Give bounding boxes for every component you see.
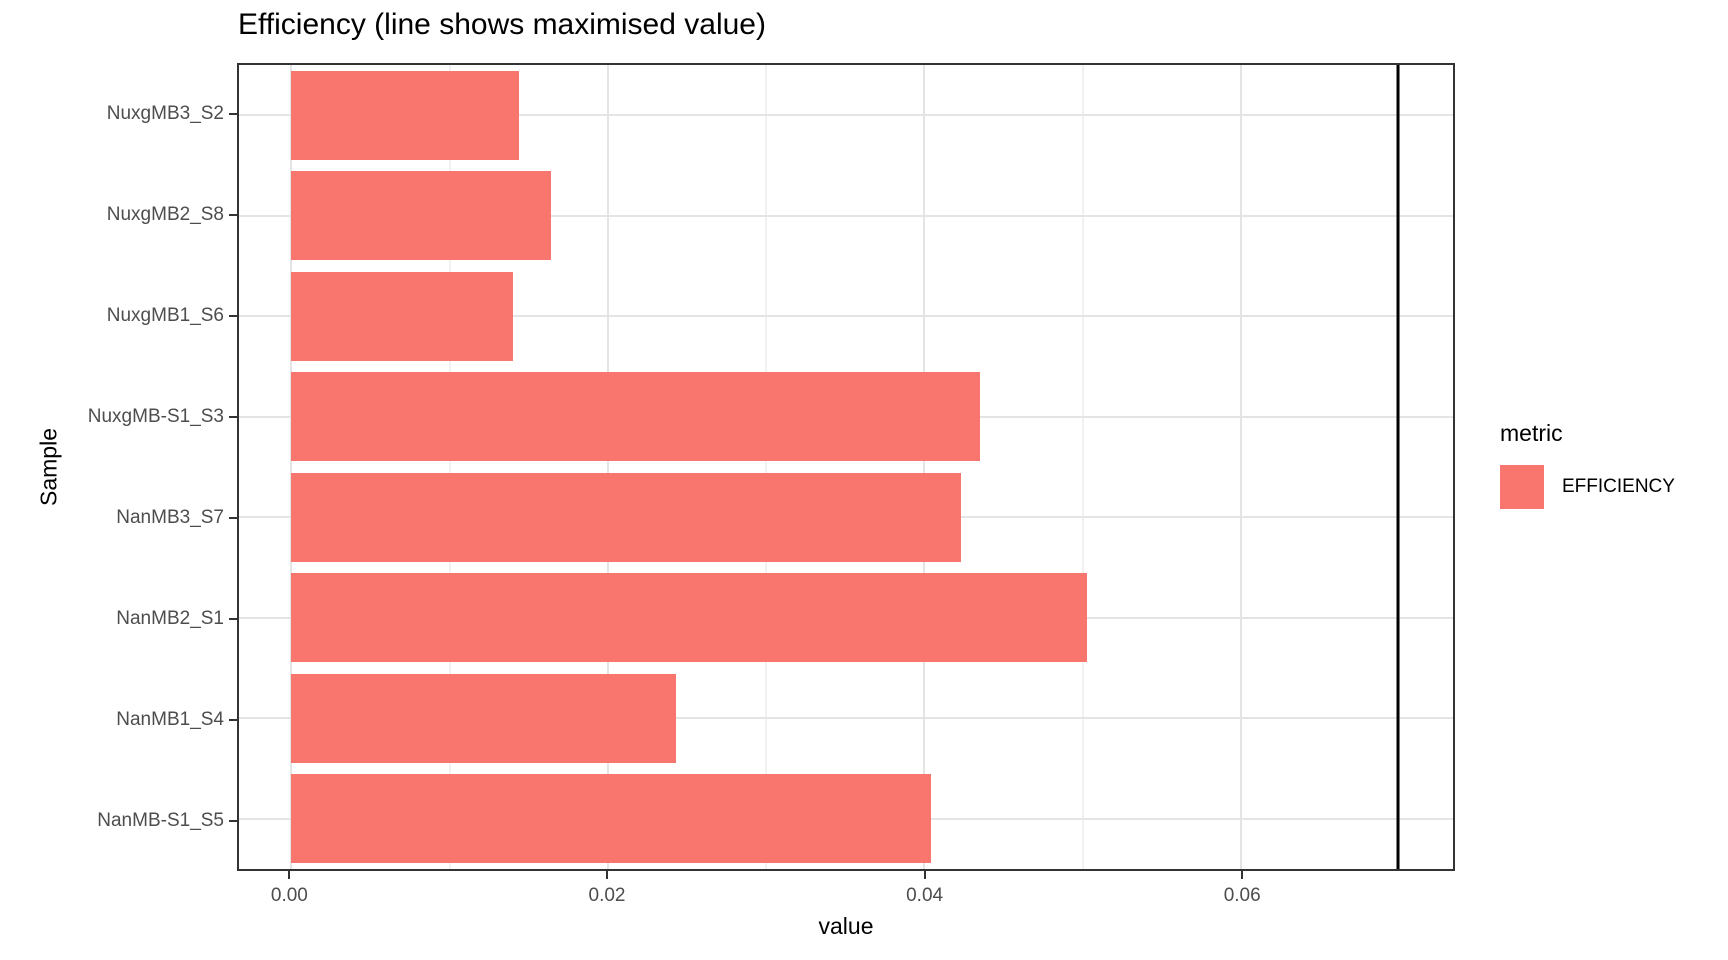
y-tick-mark [229,213,237,216]
legend-item-label: EFFICIENCY [1562,476,1675,497]
gridline-minor-x [1081,65,1084,869]
gridline-major-x [1239,65,1242,869]
max-value-line [1396,65,1400,869]
gridline-major-y [239,114,1453,117]
y-tick-mark [229,819,237,822]
x-tick-label: 0.06 [1223,885,1261,906]
plot-panel [237,63,1455,871]
gridline-major-x [923,65,926,869]
bar-NanMB2_S1 [291,573,1088,662]
chart-title: Efficiency (line shows maximised value) [238,8,766,41]
y-tick-mark [229,314,237,317]
gridline-major-y [239,214,1453,217]
gridline-major-x [606,65,609,869]
y-tick-mark [229,718,237,721]
y-tick-mark [229,617,237,620]
x-tick-label: 0.02 [588,885,626,906]
y-tick-mark [229,112,237,115]
y-tick-label-NanMB1_S4: NanMB1_S4 [116,708,224,730]
y-tick-mark [229,516,237,519]
y-tick-label-NuxgMB1_S6: NuxgMB1_S6 [106,304,224,326]
gridline-major-y [239,315,1453,318]
bar-NanMB-S1_S5 [291,774,931,863]
bar-NanMB1_S4 [291,673,676,763]
gridline-major-y [239,717,1453,720]
x-tick-mark [1241,871,1244,879]
y-tick-label-NanMB-S1_S5: NanMB-S1_S5 [97,809,224,831]
x-axis-title: value [818,913,874,939]
x-tick-label: 0.00 [270,885,308,906]
x-tick-mark [288,871,291,879]
x-tick-label: 0.04 [906,885,944,906]
y-tick-label-NuxgMB2_S8: NuxgMB2_S8 [106,203,224,225]
gridline-minor-x [448,65,451,869]
bar-NuxgMB-S1_S3 [291,372,980,461]
legend-item-efficiency: EFFICIENCY [1500,465,1728,509]
bar-NuxgMB1_S6 [291,271,513,361]
legend: metric EFFICIENCY [1500,420,1728,509]
x-tick-mark [923,871,926,879]
y-tick-mark [229,415,237,418]
x-axis: 0.00 0.02 0.04 0.06 [237,871,1455,931]
gridline-minor-x [1398,65,1401,869]
bar-NuxgMB2_S8 [291,171,551,260]
legend-key-swatch [1500,465,1544,509]
bar-NanMB3_S7 [291,472,961,562]
plot-panel-inner [239,65,1453,869]
gridline-minor-x [765,65,768,869]
y-tick-label-NanMB2_S1: NanMB2_S1 [116,607,224,629]
bar-NuxgMB3_S2 [291,70,520,160]
gridline-major-x [290,65,293,869]
x-tick-mark [606,871,608,879]
y-tick-label-NuxgMB-S1_S3: NuxgMB-S1_S3 [87,405,224,427]
y-axis: NuxgMB3_S2 NuxgMB2_S8 NuxgMB1_S6 NuxgMB-S1_… [0,63,237,871]
y-tick-label-NuxgMB3_S2: NuxgMB3_S2 [106,102,224,124]
legend-title: metric [1500,420,1563,446]
y-tick-label-NanMB3_S7: NanMB3_S7 [116,506,224,528]
